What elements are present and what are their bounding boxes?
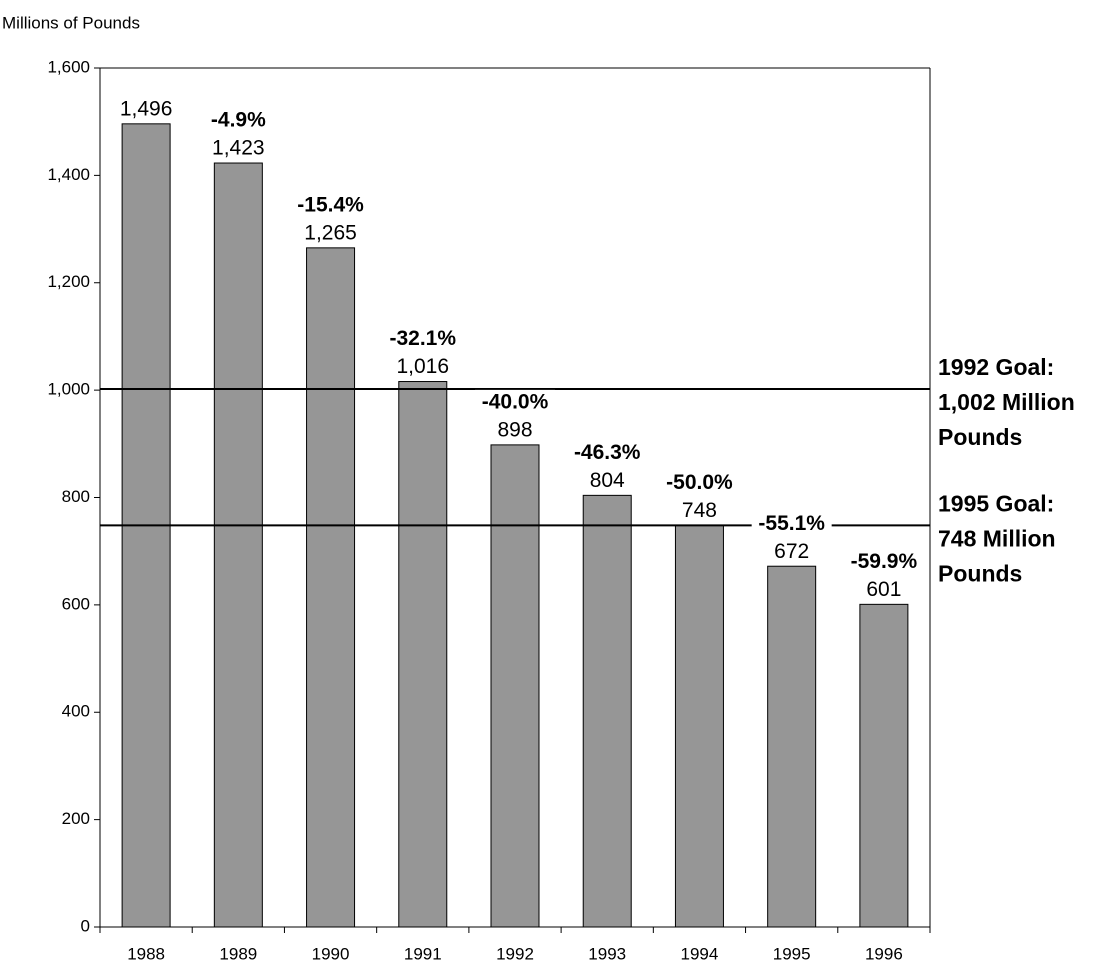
y-tick-label: 1,400 (47, 165, 90, 184)
y-tick-label: 1,000 (47, 380, 90, 399)
bar (859, 603, 909, 928)
x-tick-label: 1993 (588, 944, 626, 963)
value-label: 1,496 (120, 97, 173, 120)
y-axis-label: Millions of Pounds (2, 13, 140, 32)
change-label: -32.1% (390, 327, 457, 350)
bar (490, 444, 540, 928)
change-label: -15.4% (297, 193, 364, 216)
reference-label: Pounds (938, 560, 1022, 586)
value-label: 1,265 (304, 221, 357, 244)
y-tick-label: 200 (62, 809, 90, 828)
x-tick-label: 1992 (496, 944, 534, 963)
change-label: -59.9% (851, 550, 918, 573)
value-label: 601 (866, 578, 901, 601)
value-label: 1,423 (212, 137, 265, 160)
change-label: -40.0% (482, 390, 549, 413)
bar (213, 162, 263, 928)
label-background (567, 440, 648, 465)
value-label: 748 (682, 499, 717, 522)
y-tick-label: 1,200 (47, 272, 90, 291)
reference-label: 1995 Goal: (938, 490, 1054, 516)
value-label: 804 (590, 469, 625, 492)
x-tick-label: 1988 (127, 944, 165, 963)
y-tick-label: 800 (62, 487, 90, 506)
y-tick-label: 1,600 (47, 57, 90, 76)
y-tick-label: 400 (62, 702, 90, 721)
reference-label: 748 Million (938, 525, 1056, 551)
label-background (475, 389, 555, 414)
bar (582, 494, 632, 928)
label-background (290, 192, 371, 217)
reference-label: 1,002 Million (938, 389, 1075, 415)
y-tick-label: 600 (62, 594, 90, 613)
change-label: -55.1% (758, 512, 825, 535)
value-label: 1,016 (396, 355, 449, 378)
reference-label: 1992 Goal: (938, 354, 1054, 380)
reference-label: Pounds (938, 424, 1022, 450)
x-tick-label: 1994 (681, 944, 719, 963)
x-tick-label: 1991 (404, 944, 442, 963)
bar (398, 381, 448, 928)
change-label: -4.9% (211, 109, 266, 132)
x-tick-label: 1990 (312, 944, 350, 963)
bar (674, 524, 724, 928)
label-background (198, 108, 279, 133)
label-background (382, 326, 463, 351)
value-label: 898 (497, 418, 532, 441)
x-tick-label: 1995 (773, 944, 811, 963)
value-label: 672 (774, 540, 809, 563)
bar (767, 565, 817, 928)
bar (306, 247, 356, 928)
change-label: -46.3% (574, 441, 641, 464)
label-background (843, 549, 924, 574)
x-tick-label: 1989 (219, 944, 257, 963)
x-tick-label: 1996 (865, 944, 903, 963)
change-label: -50.0% (666, 471, 733, 494)
label-background (659, 470, 740, 495)
y-tick-label: 0 (81, 916, 90, 935)
label-background (751, 511, 832, 536)
